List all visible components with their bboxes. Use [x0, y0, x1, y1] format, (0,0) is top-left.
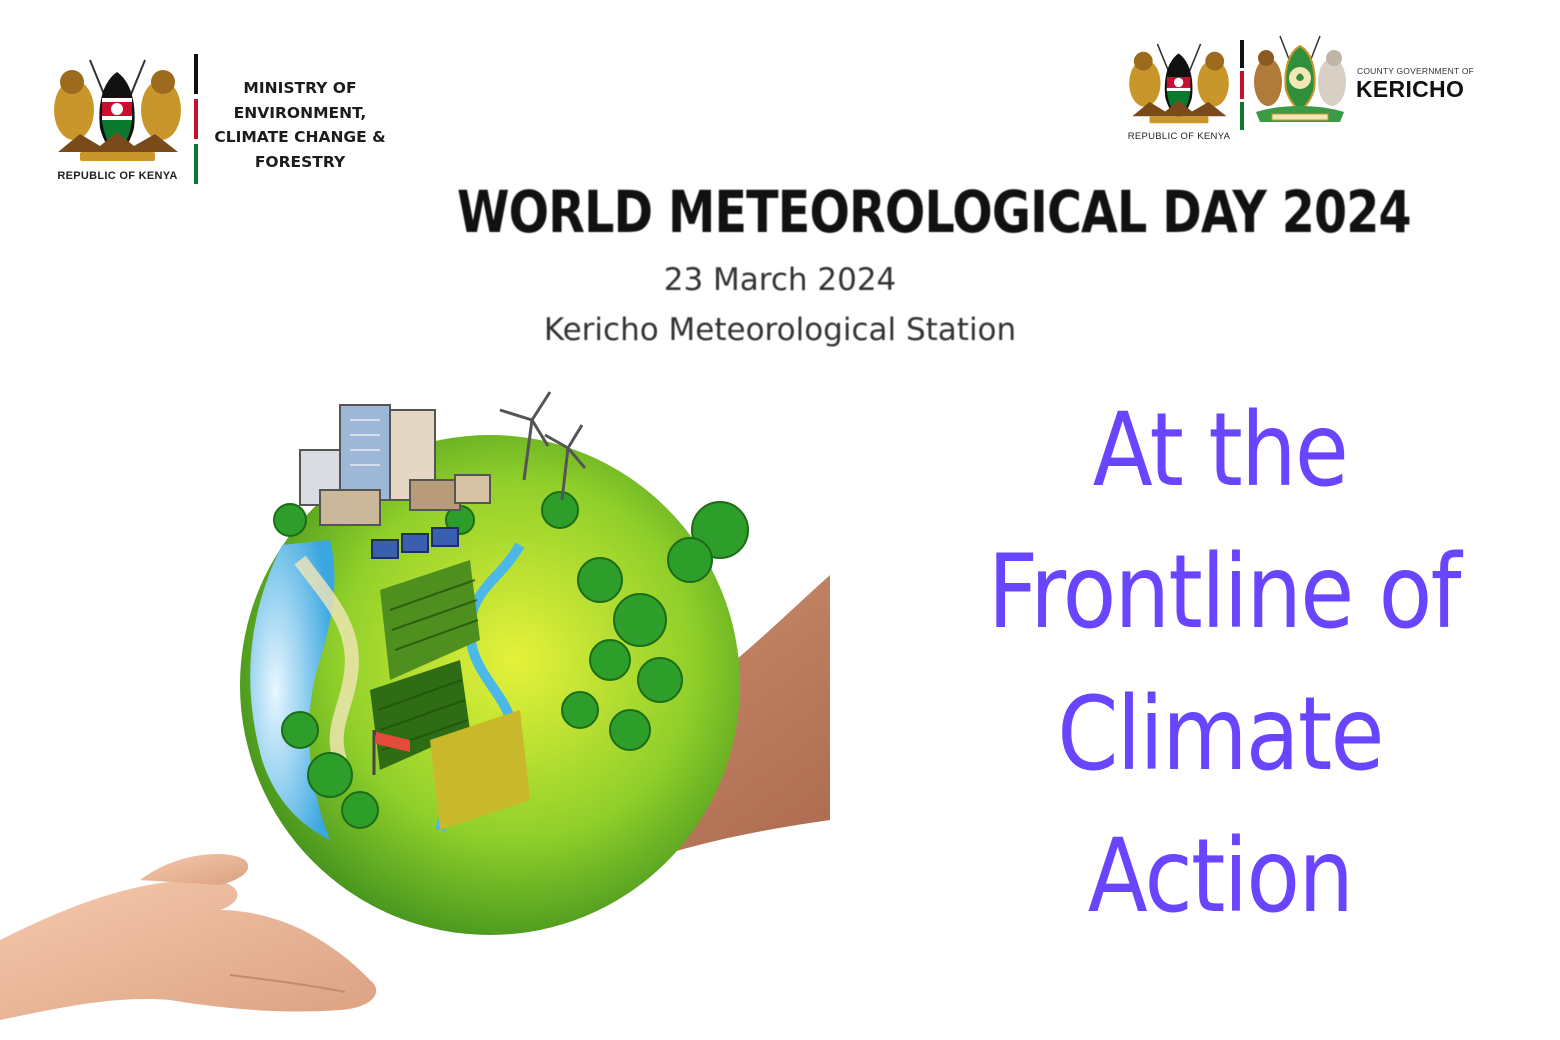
ocean — [250, 540, 335, 840]
event-venue: Kericho Meteorological Station — [543, 312, 1017, 348]
theme-line: Action — [1087, 817, 1354, 936]
event-date: 23 March 2024 — [663, 262, 897, 298]
earth-in-hands-illustration — [0, 391, 830, 1020]
solar-panels — [371, 527, 459, 559]
left-crest-caption: REPUBLIC OF KENYA — [57, 170, 178, 182]
theme-line: Frontline of — [987, 533, 1462, 652]
kenya-coat-of-arms-left — [54, 59, 181, 161]
kenya-flag-divider-left — [194, 54, 198, 184]
kenya-coat-of-arms-right — [1129, 43, 1229, 124]
ministry-name: MINISTRY OF ENVIRONMENT, CLIMATE CHANGE … — [200, 76, 400, 174]
theme-line: Climate — [1057, 675, 1384, 794]
ministry-line: ENVIRONMENT, — [233, 103, 367, 122]
ministry-line: MINISTRY OF — [243, 79, 357, 97]
kericho-county-crest — [1254, 35, 1346, 122]
county-name: KERICHO — [1356, 76, 1465, 102]
event-title: WORLD METEOROLOGICAL DAY 2024 — [457, 178, 1412, 246]
wind-turbines — [499, 391, 587, 501]
county-government-prefix: COUNTY GOVERNMENT OF — [1357, 66, 1475, 76]
right-crest-caption: REPUBLIC OF KENYA — [1127, 131, 1231, 142]
theme-line: At the — [1092, 391, 1349, 510]
ministry-line: FORESTRY — [254, 152, 346, 171]
kenya-flag-divider-right — [1240, 40, 1244, 130]
ministry-line: CLIMATE CHANGE & — [214, 128, 386, 146]
city-buildings — [299, 404, 491, 526]
theme-slogan: At the Frontline of Climate Action — [987, 380, 1462, 948]
child-hands — [0, 879, 377, 1020]
